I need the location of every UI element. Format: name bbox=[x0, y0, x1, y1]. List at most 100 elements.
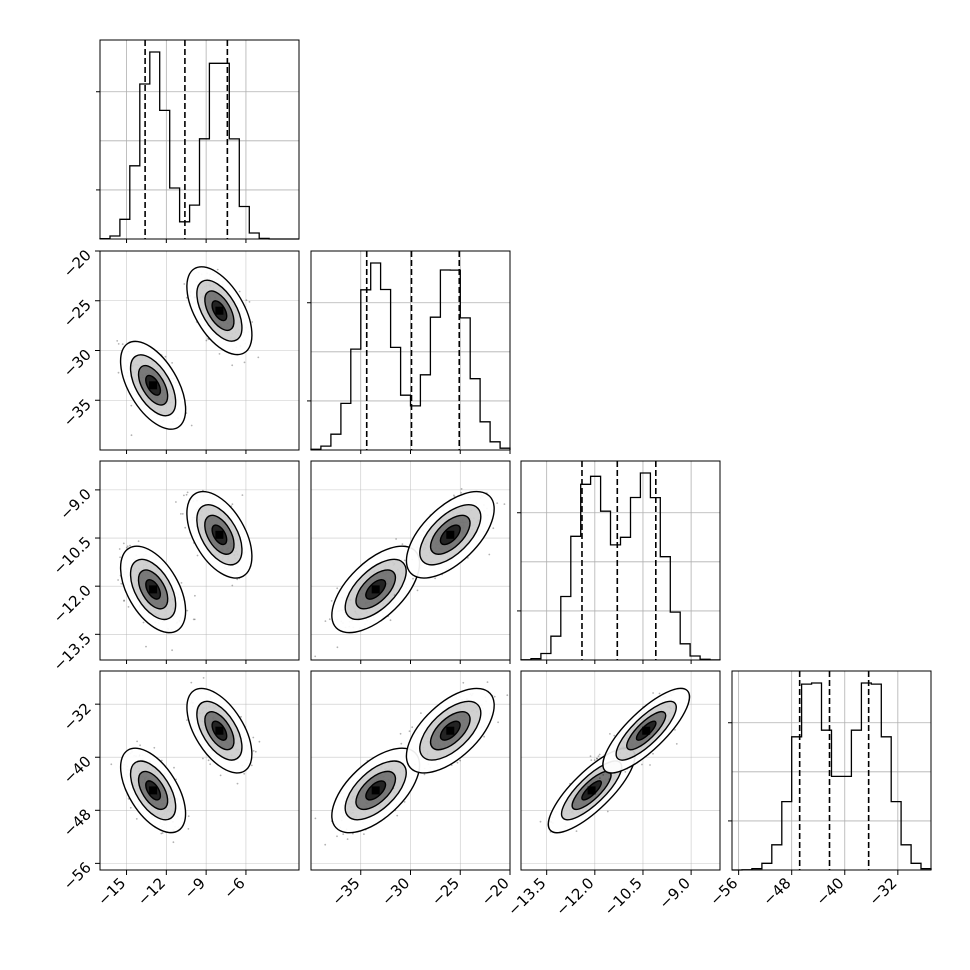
scatter-point bbox=[460, 492, 463, 494]
scatter-point bbox=[674, 729, 676, 731]
scatter-point bbox=[160, 832, 163, 835]
scatter-point bbox=[506, 694, 509, 697]
ytick-label-1-3: −20 bbox=[60, 246, 95, 281]
pair-panel-3-0 bbox=[99, 670, 300, 871]
scatter-point bbox=[252, 750, 255, 752]
scatter-point bbox=[118, 548, 121, 550]
scatter-point bbox=[130, 434, 133, 437]
scatter-point bbox=[171, 362, 174, 364]
scatter-point bbox=[324, 620, 327, 622]
ytick-label-3-1: −40 bbox=[60, 752, 95, 787]
scatter-point bbox=[180, 513, 182, 515]
scatter-point bbox=[194, 594, 196, 597]
scatter-point bbox=[186, 719, 188, 721]
diag-frame-2 bbox=[520, 460, 721, 661]
scatter-point bbox=[336, 587, 339, 590]
density-peak-0 bbox=[149, 585, 158, 594]
scatter-point bbox=[192, 618, 195, 621]
ytick-label-2-1: −10.5 bbox=[50, 533, 95, 578]
scatter-point bbox=[497, 721, 499, 724]
hist-step-2 bbox=[520, 472, 721, 661]
diag-frame-0 bbox=[99, 39, 300, 240]
pair-content-2-0 bbox=[117, 489, 253, 652]
xtick-label-2-1: −10.5 bbox=[601, 874, 646, 919]
xtick-label-1-1: −30 bbox=[378, 874, 413, 909]
scatter-point bbox=[142, 621, 145, 624]
scatter-point bbox=[186, 609, 189, 612]
ytick-label-2-3: −13.5 bbox=[50, 629, 95, 674]
scatter-point bbox=[624, 771, 627, 773]
density-peak-1 bbox=[446, 726, 455, 735]
scatter-point bbox=[180, 582, 183, 584]
scatter-point bbox=[164, 355, 167, 358]
scatter-point bbox=[207, 759, 210, 762]
scatter-point bbox=[486, 681, 489, 683]
xtick-label-3-3: −56 bbox=[706, 874, 741, 909]
scatter-point bbox=[153, 746, 156, 749]
xtick-label-0-2: −9 bbox=[181, 874, 209, 902]
diag-panel-1 bbox=[307, 250, 511, 451]
scatter-point bbox=[202, 757, 204, 760]
scatter-point bbox=[117, 579, 119, 581]
scatter-point bbox=[336, 835, 338, 838]
scatter-point bbox=[181, 513, 184, 515]
pair-content-3-0 bbox=[110, 677, 261, 844]
scatter-point bbox=[596, 757, 598, 760]
scatter-point bbox=[434, 577, 436, 580]
scatter-point bbox=[129, 806, 132, 809]
xtick-label-1-0: −35 bbox=[329, 874, 364, 909]
scatter-point bbox=[401, 543, 404, 545]
hist-step-0 bbox=[99, 51, 299, 240]
scatter-point bbox=[120, 582, 123, 585]
scatter-point bbox=[137, 540, 140, 543]
scatter-point bbox=[393, 594, 396, 596]
scatter-point bbox=[408, 730, 411, 733]
ytick-label-3-3: −56 bbox=[60, 859, 95, 894]
scatter-point bbox=[127, 606, 130, 608]
pair-content-2-1 bbox=[314, 488, 506, 658]
scatter-point bbox=[596, 757, 598, 760]
scatter-point bbox=[652, 752, 654, 755]
scatter-point bbox=[96, 335, 98, 337]
scatter-point bbox=[649, 764, 651, 766]
density-peak-1 bbox=[215, 726, 224, 735]
scatter-point bbox=[539, 820, 542, 823]
xtick-label-2-0: −9.0 bbox=[655, 874, 693, 912]
scatter-point bbox=[496, 502, 499, 504]
scatter-point bbox=[399, 732, 402, 735]
scatter-point bbox=[196, 554, 199, 557]
scatter-point bbox=[336, 646, 339, 649]
scatter-point bbox=[467, 557, 469, 559]
scatter-point bbox=[641, 763, 643, 766]
scatter-point bbox=[216, 268, 219, 271]
scatter-point bbox=[314, 817, 317, 820]
scatter-point bbox=[130, 404, 133, 407]
xtick-label-0-3: −6 bbox=[220, 874, 248, 902]
scatter-point bbox=[117, 371, 120, 374]
density-peak-1 bbox=[446, 530, 455, 539]
ytick-label-2-0: −9.0 bbox=[56, 485, 94, 523]
scatter-point bbox=[248, 301, 251, 303]
scatter-point bbox=[219, 774, 222, 777]
scatter-point bbox=[400, 742, 403, 745]
scatter-point bbox=[396, 814, 399, 817]
scatter-point bbox=[575, 830, 578, 832]
scatter-point bbox=[122, 542, 125, 545]
scatter-point bbox=[257, 356, 260, 359]
scatter-point bbox=[606, 810, 609, 813]
scatter-point bbox=[236, 782, 239, 785]
scatter-point bbox=[243, 361, 246, 364]
scatter-point bbox=[590, 759, 593, 761]
scatter-point bbox=[346, 838, 349, 840]
scatter-point bbox=[183, 494, 185, 497]
scatter-point bbox=[391, 760, 394, 762]
scatter-point bbox=[411, 726, 414, 729]
scatter-point bbox=[593, 759, 596, 761]
density-peak-0 bbox=[149, 381, 158, 390]
scatter-point bbox=[117, 343, 120, 345]
scatter-point bbox=[202, 677, 205, 679]
scatter-point bbox=[241, 494, 244, 496]
scatter-point bbox=[251, 321, 254, 323]
scatter-point bbox=[171, 649, 174, 652]
